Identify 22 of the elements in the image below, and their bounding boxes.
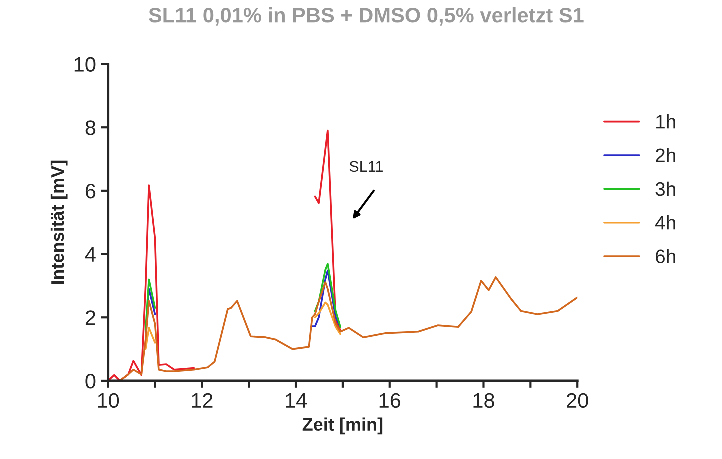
legend-label: 6h bbox=[656, 249, 676, 264]
y-tick-label: 6 bbox=[86, 184, 96, 199]
x-axis-title: Zeit [min] bbox=[302, 418, 383, 435]
legend-label: 3h bbox=[656, 182, 676, 196]
x-tick-label: 12 bbox=[192, 393, 213, 408]
legend-label: 4h bbox=[655, 216, 676, 230]
y-tick-label: 10 bbox=[74, 57, 96, 72]
y-tick-label: 0 bbox=[86, 374, 96, 389]
x-tick-label: 18 bbox=[474, 393, 494, 408]
y-axis-title: Intensität [mV] bbox=[50, 160, 68, 284]
y-tick-label: 2 bbox=[86, 310, 96, 326]
annotation: SL11 bbox=[350, 161, 383, 172]
x-tick-label: 14 bbox=[286, 394, 307, 408]
legend-label: 1h bbox=[656, 114, 676, 129]
chart-title: SL11 0,01% in PBS + DMSO 0,5% verletzt S1 bbox=[149, 7, 584, 26]
y-tick-label: 4 bbox=[85, 248, 96, 262]
line-series bbox=[119, 276, 578, 381]
x-tick-label: 10 bbox=[98, 393, 120, 408]
legend-label: 2h bbox=[656, 148, 676, 162]
x-tick-label: 16 bbox=[380, 393, 401, 408]
x-tick-label: 20 bbox=[567, 393, 588, 408]
y-tick-label: 8 bbox=[86, 120, 96, 136]
